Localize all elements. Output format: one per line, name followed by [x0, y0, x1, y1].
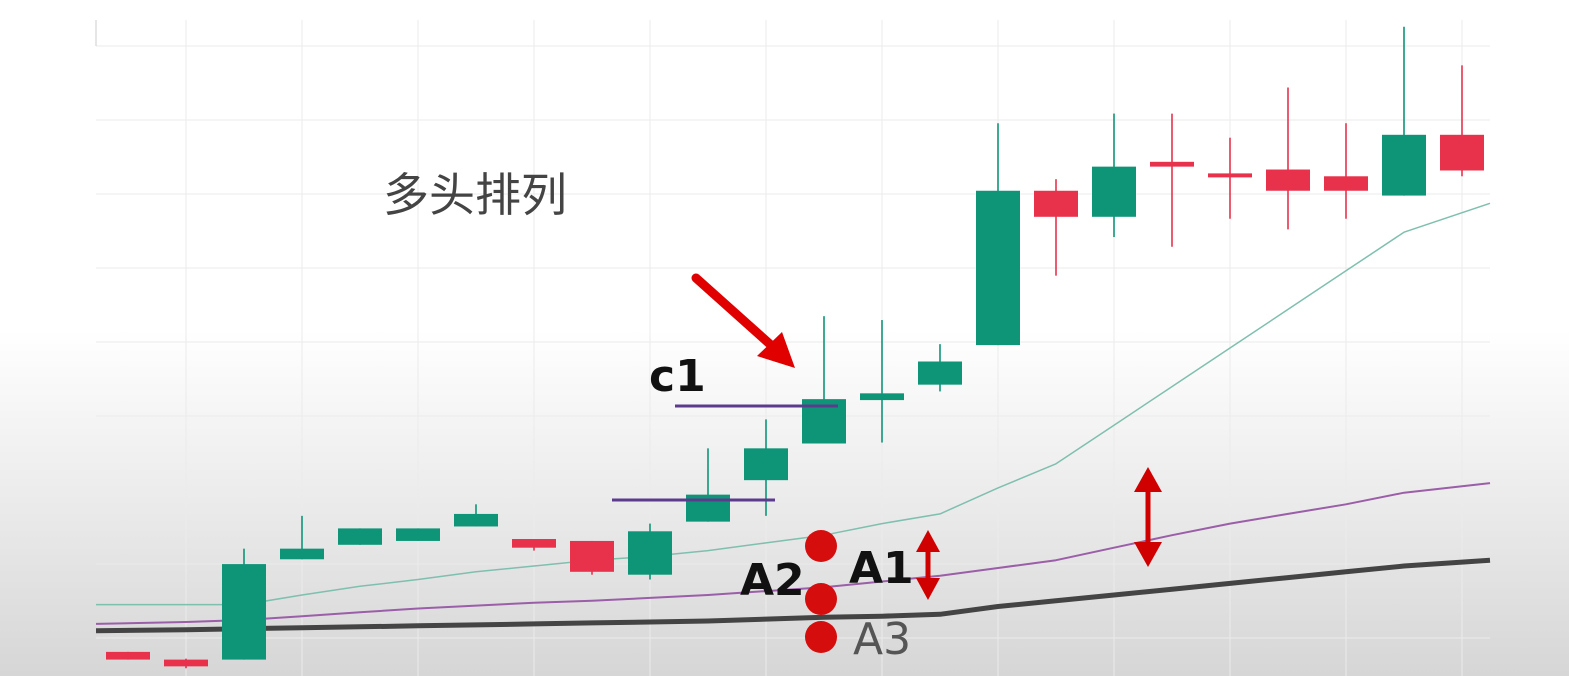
- candle: [1092, 113, 1136, 238]
- double-arrow-icon-left: [916, 530, 940, 600]
- candle-body: [1324, 176, 1368, 191]
- candle: [802, 316, 846, 444]
- candle: [628, 523, 672, 580]
- candle: [1324, 123, 1368, 219]
- candle-body: [164, 659, 208, 667]
- double-arrow-icon-right: [1134, 467, 1162, 567]
- candle-body: [570, 540, 614, 572]
- candle-body: [222, 564, 266, 660]
- candle-body: [976, 190, 1020, 346]
- candle-body: [338, 528, 382, 545]
- candle-body: [860, 393, 904, 401]
- dot-a2: [805, 583, 837, 615]
- candle-body: [106, 651, 150, 660]
- candle-body: [1150, 161, 1194, 167]
- candle-body: [280, 548, 324, 560]
- candle: [338, 528, 382, 545]
- label-c1: c1: [649, 351, 706, 402]
- candle-body: [744, 448, 788, 481]
- moving-average-line-3: [95, 557, 1491, 634]
- candle-body: [1266, 169, 1310, 191]
- candle: [1150, 113, 1194, 247]
- candle-body: [1382, 134, 1426, 196]
- candle: [570, 540, 614, 575]
- chart-title: 多头排列: [383, 168, 567, 222]
- dot-a3: [805, 621, 837, 653]
- candle: [976, 123, 1020, 346]
- candle: [1034, 179, 1078, 276]
- candle-body: [1208, 173, 1252, 178]
- candle-body: [1034, 190, 1078, 217]
- candle: [280, 515, 324, 560]
- candle: [1266, 87, 1310, 230]
- moving-average-lines: [95, 202, 1491, 634]
- candle-body: [396, 528, 440, 541]
- candle: [512, 539, 556, 551]
- candle: [686, 448, 730, 522]
- candle: [222, 548, 266, 660]
- candle: [454, 504, 498, 527]
- candle: [918, 344, 962, 392]
- candle: [744, 419, 788, 516]
- candle-body: [1440, 134, 1484, 171]
- candle-body: [1092, 166, 1136, 217]
- candle-body: [512, 539, 556, 548]
- candle-body: [918, 361, 962, 385]
- pointer-arrow-icon: [691, 273, 795, 368]
- candle: [860, 320, 904, 443]
- moving-average-line-2: [95, 482, 1491, 625]
- candle-body: [454, 513, 498, 527]
- label-a2: A2: [740, 555, 805, 606]
- label-a1: A1: [849, 543, 914, 594]
- candle: [1208, 137, 1252, 219]
- dot-a1: [805, 530, 837, 562]
- candle: [106, 651, 150, 660]
- candle: [164, 658, 208, 669]
- candle: [1440, 65, 1484, 177]
- candle: [1382, 26, 1426, 196]
- moving-average-line-1: [96, 202, 1491, 606]
- candle-body: [628, 531, 672, 575]
- candles: [106, 26, 1484, 669]
- label-a3: A3: [853, 614, 911, 665]
- candle: [396, 528, 440, 541]
